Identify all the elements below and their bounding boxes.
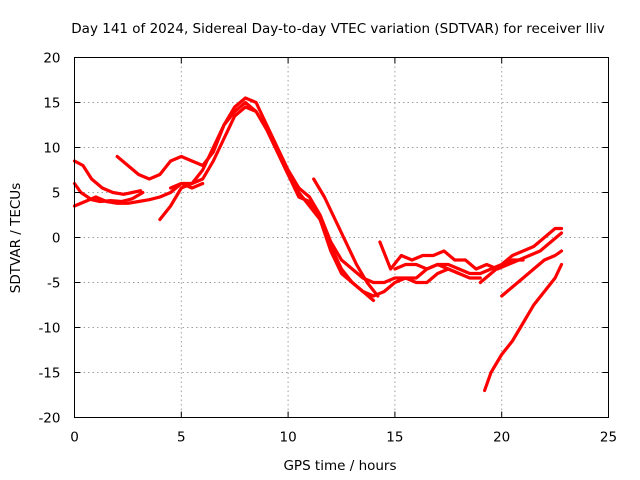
y-tick-label: 20 [43, 51, 60, 67]
series-line-track-7 [312, 177, 380, 298]
axis-ticks: 0 5 10 15 20 25 -20 -15 -10 -5 0 5 10 15 20 [38, 51, 617, 446]
chart-title: Day 141 of 2024, Sidereal Day-to-day VTE… [71, 21, 604, 37]
y-tick-label: 5 [52, 186, 61, 202]
x-tick-label: 0 [70, 430, 79, 446]
series-line-track-5 [158, 105, 376, 303]
x-tick-label: 10 [280, 430, 297, 446]
x-tick-label: 5 [177, 430, 186, 446]
y-tick-label: -10 [38, 321, 60, 337]
series-line-track-6 [169, 181, 205, 190]
y-tick-label: 15 [43, 96, 60, 112]
x-tick-label: 20 [493, 430, 510, 446]
series-line-track-12 [483, 262, 564, 393]
series-line-track-11 [500, 249, 564, 298]
x-tick-label: 15 [386, 430, 403, 446]
series-layer [72, 96, 564, 393]
y-tick-label: -5 [47, 276, 60, 292]
y-tick-label: -15 [38, 366, 60, 382]
y-axis-label: SDTVAR / TECUs [8, 183, 24, 293]
grid [74, 57, 609, 418]
y-tick-label: 0 [52, 231, 61, 247]
series-line-track-4 [115, 96, 461, 285]
series-line-track-8 [378, 231, 564, 271]
series-line-track-2 [72, 159, 143, 196]
x-axis-label: GPS time / hours [283, 458, 396, 474]
y-tick-label: -20 [38, 411, 60, 427]
x-tick-label: 25 [600, 430, 617, 446]
y-tick-label: 10 [43, 141, 60, 157]
series-line-track-10 [478, 226, 564, 285]
